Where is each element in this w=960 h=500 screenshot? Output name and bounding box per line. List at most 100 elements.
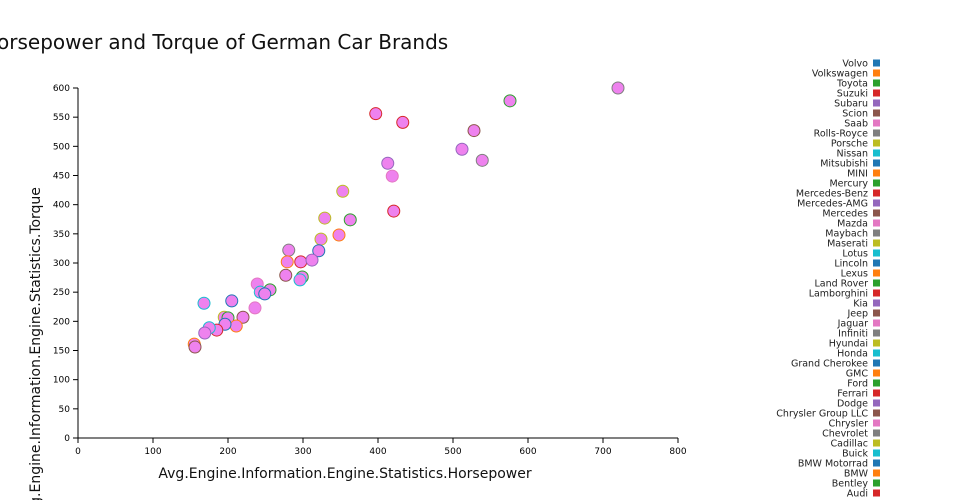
legend-swatch (873, 149, 880, 157)
legend-label: Kia (853, 299, 868, 310)
data-point[interactable] (314, 232, 328, 246)
data-point[interactable] (279, 268, 293, 282)
legend-item[interactable]: Kia (853, 299, 880, 310)
data-point[interactable] (294, 255, 308, 269)
data-point[interactable] (236, 310, 250, 324)
legend-item[interactable]: Subaru (834, 99, 880, 110)
data-point[interactable] (343, 213, 357, 227)
legend-item[interactable]: BMW Motorrad (798, 459, 880, 470)
data-point[interactable] (385, 169, 399, 183)
legend-item[interactable]: Mercedes-AMG (797, 199, 880, 210)
legend-swatch (873, 329, 880, 337)
data-point[interactable] (248, 301, 262, 315)
data-point[interactable] (396, 115, 410, 129)
legend-item[interactable]: Volkswagen (812, 69, 880, 80)
legend-label: Bentley (832, 479, 869, 490)
data-point[interactable] (475, 153, 489, 167)
legend-item[interactable]: Lexus (841, 269, 880, 280)
legend-swatch (873, 219, 880, 227)
legend-item[interactable]: Maserati (827, 239, 880, 250)
data-point[interactable] (293, 273, 307, 287)
legend-item[interactable]: Nissan (837, 149, 881, 160)
legend-item[interactable]: Mercedes (822, 209, 880, 220)
legend-swatch (873, 239, 880, 247)
legend-item[interactable]: Chevrolet (822, 429, 880, 440)
data-point[interactable] (318, 211, 332, 225)
legend-item[interactable]: Lincoln (834, 259, 880, 270)
data-point[interactable] (188, 340, 202, 354)
legend-item[interactable]: Suzuki (837, 89, 880, 100)
legend-item[interactable]: MINI (847, 169, 880, 180)
legend-label: Rolls-Royce (814, 129, 868, 140)
data-point[interactable] (280, 255, 294, 269)
legend-swatch (873, 439, 880, 447)
legend-label: Mercedes (822, 209, 868, 220)
legend-item[interactable]: Hyundai (829, 339, 880, 350)
x-tick-label: 700 (594, 447, 611, 457)
legend-item[interactable]: Rolls-Royce (814, 129, 880, 140)
legend-item[interactable]: Cadillac (831, 439, 880, 450)
legend-swatch (873, 189, 880, 197)
legend-item[interactable]: Maybach (825, 229, 880, 240)
legend-item[interactable]: Mercedes-Benz (796, 189, 880, 200)
x-tick: 100 (144, 438, 162, 457)
y-tick-label: 350 (53, 230, 70, 240)
x-tick-label: 800 (669, 447, 686, 457)
data-point[interactable] (455, 142, 469, 156)
chart-title: Horsepower and Torque of German Car Bran… (0, 30, 448, 54)
x-tick-label: 600 (519, 447, 536, 457)
data-point[interactable] (332, 228, 346, 242)
legend-item[interactable]: Volvo (842, 59, 880, 70)
data-point[interactable] (381, 156, 395, 170)
data-point[interactable] (467, 124, 481, 138)
legend-item[interactable]: Saab (844, 119, 880, 130)
legend-item[interactable]: Audi (847, 489, 880, 500)
data-point[interactable] (312, 244, 326, 258)
legend-item[interactable]: Ferrari (837, 389, 880, 400)
legend-item[interactable]: Ford (847, 379, 880, 390)
data-point[interactable] (305, 253, 319, 267)
legend-item[interactable]: Porsche (831, 139, 880, 150)
legend-item[interactable]: Infiniti (838, 329, 880, 340)
y-tick-label: 600 (53, 84, 70, 94)
legend-item[interactable]: Jeep (846, 309, 880, 320)
data-point[interactable] (503, 94, 517, 108)
legend-item[interactable]: Toyota (836, 79, 880, 90)
legend-item[interactable]: Buick (842, 449, 880, 460)
legend-item[interactable]: Bentley (832, 479, 880, 490)
legend-item[interactable]: BMW (844, 469, 880, 480)
legend-item[interactable]: Chrysler (828, 419, 880, 430)
legend-label: Subaru (834, 99, 868, 110)
legend-item[interactable]: Honda (837, 349, 880, 360)
data-point[interactable] (197, 296, 211, 310)
legend-item[interactable]: Mitsubishi (820, 159, 880, 170)
data-point[interactable] (282, 243, 296, 257)
legend-item[interactable]: Scion (842, 109, 880, 120)
legend-item[interactable]: Grand Cherokee (791, 359, 880, 370)
legend-item[interactable]: Jaguar (837, 319, 880, 330)
data-point[interactable] (225, 294, 239, 308)
legend-swatch (873, 359, 880, 367)
y-tick: 550 (53, 113, 78, 123)
legend-item[interactable]: Mercury (829, 179, 880, 190)
data-point[interactable] (387, 204, 401, 218)
data-point[interactable] (336, 184, 350, 198)
y-tick-label: 250 (53, 288, 70, 298)
data-point[interactable] (198, 326, 212, 340)
legend-item[interactable]: Lamborghini (809, 289, 880, 300)
legend-swatch (873, 89, 880, 97)
legend-label: Chrysler Group LLC (776, 409, 868, 420)
y-axis: 0 50 100 150 200 250 300 350 400 450 500 550 600 (53, 84, 79, 444)
data-point[interactable] (369, 107, 383, 121)
legend-item[interactable]: GMC (846, 369, 880, 380)
legend-item[interactable]: Chrysler Group LLC (776, 409, 880, 420)
data-point[interactable] (229, 319, 243, 333)
x-tick: 800 (669, 438, 687, 457)
data-point[interactable] (258, 287, 272, 301)
data-point[interactable] (611, 81, 625, 95)
legend-item[interactable]: Lotus (842, 249, 880, 260)
legend-label: Land Rover (814, 279, 868, 290)
legend-item[interactable]: Mazda (837, 219, 880, 230)
legend-item[interactable]: Dodge (837, 399, 880, 410)
legend-item[interactable]: Land Rover (814, 279, 880, 290)
